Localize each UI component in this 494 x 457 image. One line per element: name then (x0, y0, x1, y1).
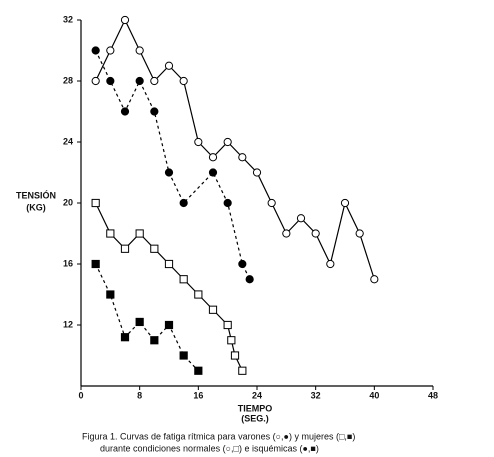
point (194, 290, 203, 299)
series-line (95, 18, 375, 280)
point (238, 366, 247, 375)
y-tick-label: 24 (63, 136, 73, 146)
point (135, 317, 144, 327)
point (135, 46, 144, 55)
y-axis-label: (KG) (26, 202, 46, 212)
y-tick-label: 28 (63, 75, 73, 85)
series-line (95, 202, 243, 372)
y-axis-label: TENSIÓN (16, 189, 56, 200)
point (223, 320, 232, 330)
point (194, 137, 203, 147)
point (370, 275, 379, 284)
caption: durante condiciones normales (○,□) e isq… (100, 443, 319, 453)
point (340, 198, 350, 208)
x-tick-label: 40 (369, 390, 379, 400)
point (164, 259, 174, 269)
point (150, 244, 159, 253)
point (120, 107, 130, 116)
point (120, 15, 130, 25)
point (179, 275, 188, 284)
x-tick-label: 8 (137, 390, 142, 400)
point (227, 336, 236, 345)
point (164, 61, 174, 70)
point (91, 259, 100, 269)
point (296, 214, 306, 223)
point (311, 229, 320, 238)
point (245, 275, 254, 284)
point (267, 198, 276, 208)
point (238, 259, 247, 269)
point (164, 320, 174, 330)
point (238, 153, 247, 162)
point (150, 76, 159, 86)
point (208, 168, 218, 177)
series-line (95, 50, 251, 280)
x-axis-label: TIEMPO (238, 403, 273, 413)
point (91, 76, 100, 86)
point (223, 137, 232, 147)
point (135, 229, 144, 238)
x-tick-label: 16 (193, 390, 203, 400)
point (223, 198, 232, 208)
point (230, 351, 240, 360)
point (120, 244, 130, 253)
point (106, 46, 115, 55)
point (164, 168, 174, 177)
point (106, 76, 115, 86)
point (150, 107, 159, 116)
point (194, 366, 203, 375)
point (179, 198, 188, 208)
x-tick-label: 48 (428, 390, 438, 400)
y-tick-label: 16 (63, 258, 73, 268)
point (179, 76, 188, 86)
x-tick-label: 0 (78, 390, 83, 400)
x-tick-label: 32 (311, 390, 321, 400)
y-tick-label: 20 (63, 197, 73, 207)
point (208, 153, 218, 162)
point (355, 229, 364, 238)
y-tick-label: 32 (63, 14, 73, 24)
x-axis-label: (SEG.) (241, 413, 269, 423)
point (179, 351, 188, 360)
point (91, 198, 100, 208)
point (106, 290, 115, 299)
point (150, 336, 159, 345)
point (91, 46, 100, 55)
point (208, 305, 218, 314)
point (326, 259, 335, 269)
point (282, 229, 291, 238)
point (135, 76, 144, 86)
point (106, 229, 115, 238)
point (120, 333, 130, 342)
point (252, 168, 262, 177)
y-tick-label: 12 (63, 319, 73, 329)
x-tick-label: 24 (252, 390, 262, 400)
caption: Figura 1. Curvas de fatiga rítmica para … (82, 431, 355, 441)
